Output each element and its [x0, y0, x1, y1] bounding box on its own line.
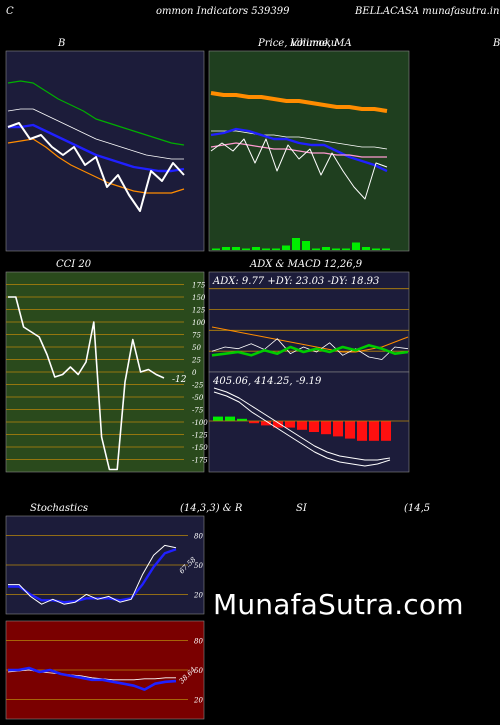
price-line — [210, 91, 388, 113]
cci-line — [8, 296, 165, 471]
macd-bar — [261, 421, 271, 426]
macd-bar — [213, 416, 223, 421]
cci-tick-label: -150 — [192, 444, 208, 452]
stoch-tick-label: 80 — [194, 533, 203, 541]
bb-line — [8, 123, 185, 173]
volume-bar — [292, 238, 300, 250]
adx-panel — [208, 271, 410, 373]
bb-line — [7, 80, 185, 146]
volume-bar — [282, 245, 290, 250]
adx-values: ADX: 9.77 +DY: 23.03 -DY: 18.93 — [213, 276, 380, 287]
volume-bar — [272, 248, 280, 250]
price-line — [211, 130, 388, 150]
macd-bar — [273, 421, 283, 428]
rsi-title: SI — [296, 503, 307, 514]
cci-tick-label: 100 — [192, 319, 206, 327]
cci-last-label: -12 — [172, 375, 187, 385]
rsi-tick-label: 50 — [194, 667, 203, 675]
stoch-tick-label: 20 — [193, 591, 203, 599]
price-line — [210, 138, 388, 200]
stoch-title: Stochastics — [30, 503, 88, 514]
header-site: BELLACASA munafasutra.in — [355, 6, 500, 17]
stoch-k-line — [8, 544, 177, 605]
cci-tick-label: 25 — [191, 357, 201, 365]
bb-line — [7, 138, 185, 194]
macd-bar — [369, 421, 379, 441]
right-letter: B — [493, 38, 500, 49]
volume-bar — [232, 247, 240, 250]
volume-bar — [312, 248, 320, 250]
volume-bar — [352, 242, 360, 250]
volume-bar — [262, 248, 270, 250]
macd-bar — [357, 421, 367, 441]
price-title-overlap: Ichimoku — [290, 38, 338, 49]
macd-bar — [285, 421, 295, 428]
stoch-tick-label: 50 — [194, 562, 203, 570]
cci-tick-label: -100 — [192, 419, 208, 427]
bb-title: B — [58, 38, 66, 49]
macd-bar — [297, 421, 307, 430]
macd-bar — [309, 421, 319, 432]
adx-macd-title: ADX & MACD 12,26,9 — [250, 259, 363, 270]
cci-tick-label: -125 — [192, 432, 208, 440]
cci-tick-label: 50 — [192, 344, 201, 352]
volume-bar — [302, 241, 310, 250]
macd-bar — [381, 421, 391, 441]
cci-tick-label: 125 — [192, 307, 206, 315]
stoch-d-line — [8, 548, 177, 604]
signal-line — [213, 387, 391, 461]
volume-bar — [372, 248, 380, 250]
price-line — [210, 127, 388, 173]
macd-bar — [333, 421, 343, 437]
header-title: ommon Indicators 539399 — [156, 6, 290, 17]
volume-bar — [342, 248, 350, 250]
cci-tick-label: 75 — [192, 332, 201, 340]
cci-tick-label: -75 — [192, 407, 204, 415]
mdi-line — [211, 343, 409, 357]
volume-bar — [382, 248, 390, 250]
macd-bar — [225, 416, 235, 421]
cci-tick-label: 0 — [192, 369, 197, 377]
volume-bar — [252, 247, 260, 250]
price-panel — [208, 50, 410, 252]
macd-values: 405.06, 414.25, -9.19 — [213, 376, 322, 387]
stoch-params: (14,3,3) & R — [180, 503, 243, 514]
rsi-params: (14,5 — [404, 503, 431, 514]
macd-bar — [321, 421, 331, 435]
rsi-line — [8, 666, 177, 691]
rsi-tick-label: 20 — [193, 696, 203, 704]
volume-bar — [242, 248, 250, 250]
volume-bar — [332, 248, 340, 250]
volume-bar — [362, 247, 370, 250]
cci-tick-label: 150 — [192, 294, 206, 302]
macd-bar — [237, 418, 247, 421]
macd-line — [213, 391, 391, 467]
bb-line — [7, 122, 185, 212]
header-left-letter: C — [6, 6, 14, 17]
price-title: Price, Volume, MA — [258, 38, 352, 49]
cci-tick-label: 175 — [192, 282, 206, 290]
cci-tick-label: -175 — [192, 457, 208, 465]
rsi-tick-label: 80 — [194, 638, 203, 646]
cci-title: CCI 20 — [56, 259, 92, 270]
volume-bar — [222, 247, 230, 250]
watermark: MunafaSutra.com — [213, 588, 464, 621]
volume-bar — [322, 247, 330, 250]
cci-tick-label: -50 — [192, 394, 204, 402]
bb-line — [7, 108, 184, 160]
macd-bar — [249, 421, 259, 424]
cci-tick-label: -25 — [192, 382, 204, 390]
volume-bar — [212, 248, 220, 250]
bb-panel — [5, 50, 205, 252]
macd-bar — [345, 421, 355, 439]
